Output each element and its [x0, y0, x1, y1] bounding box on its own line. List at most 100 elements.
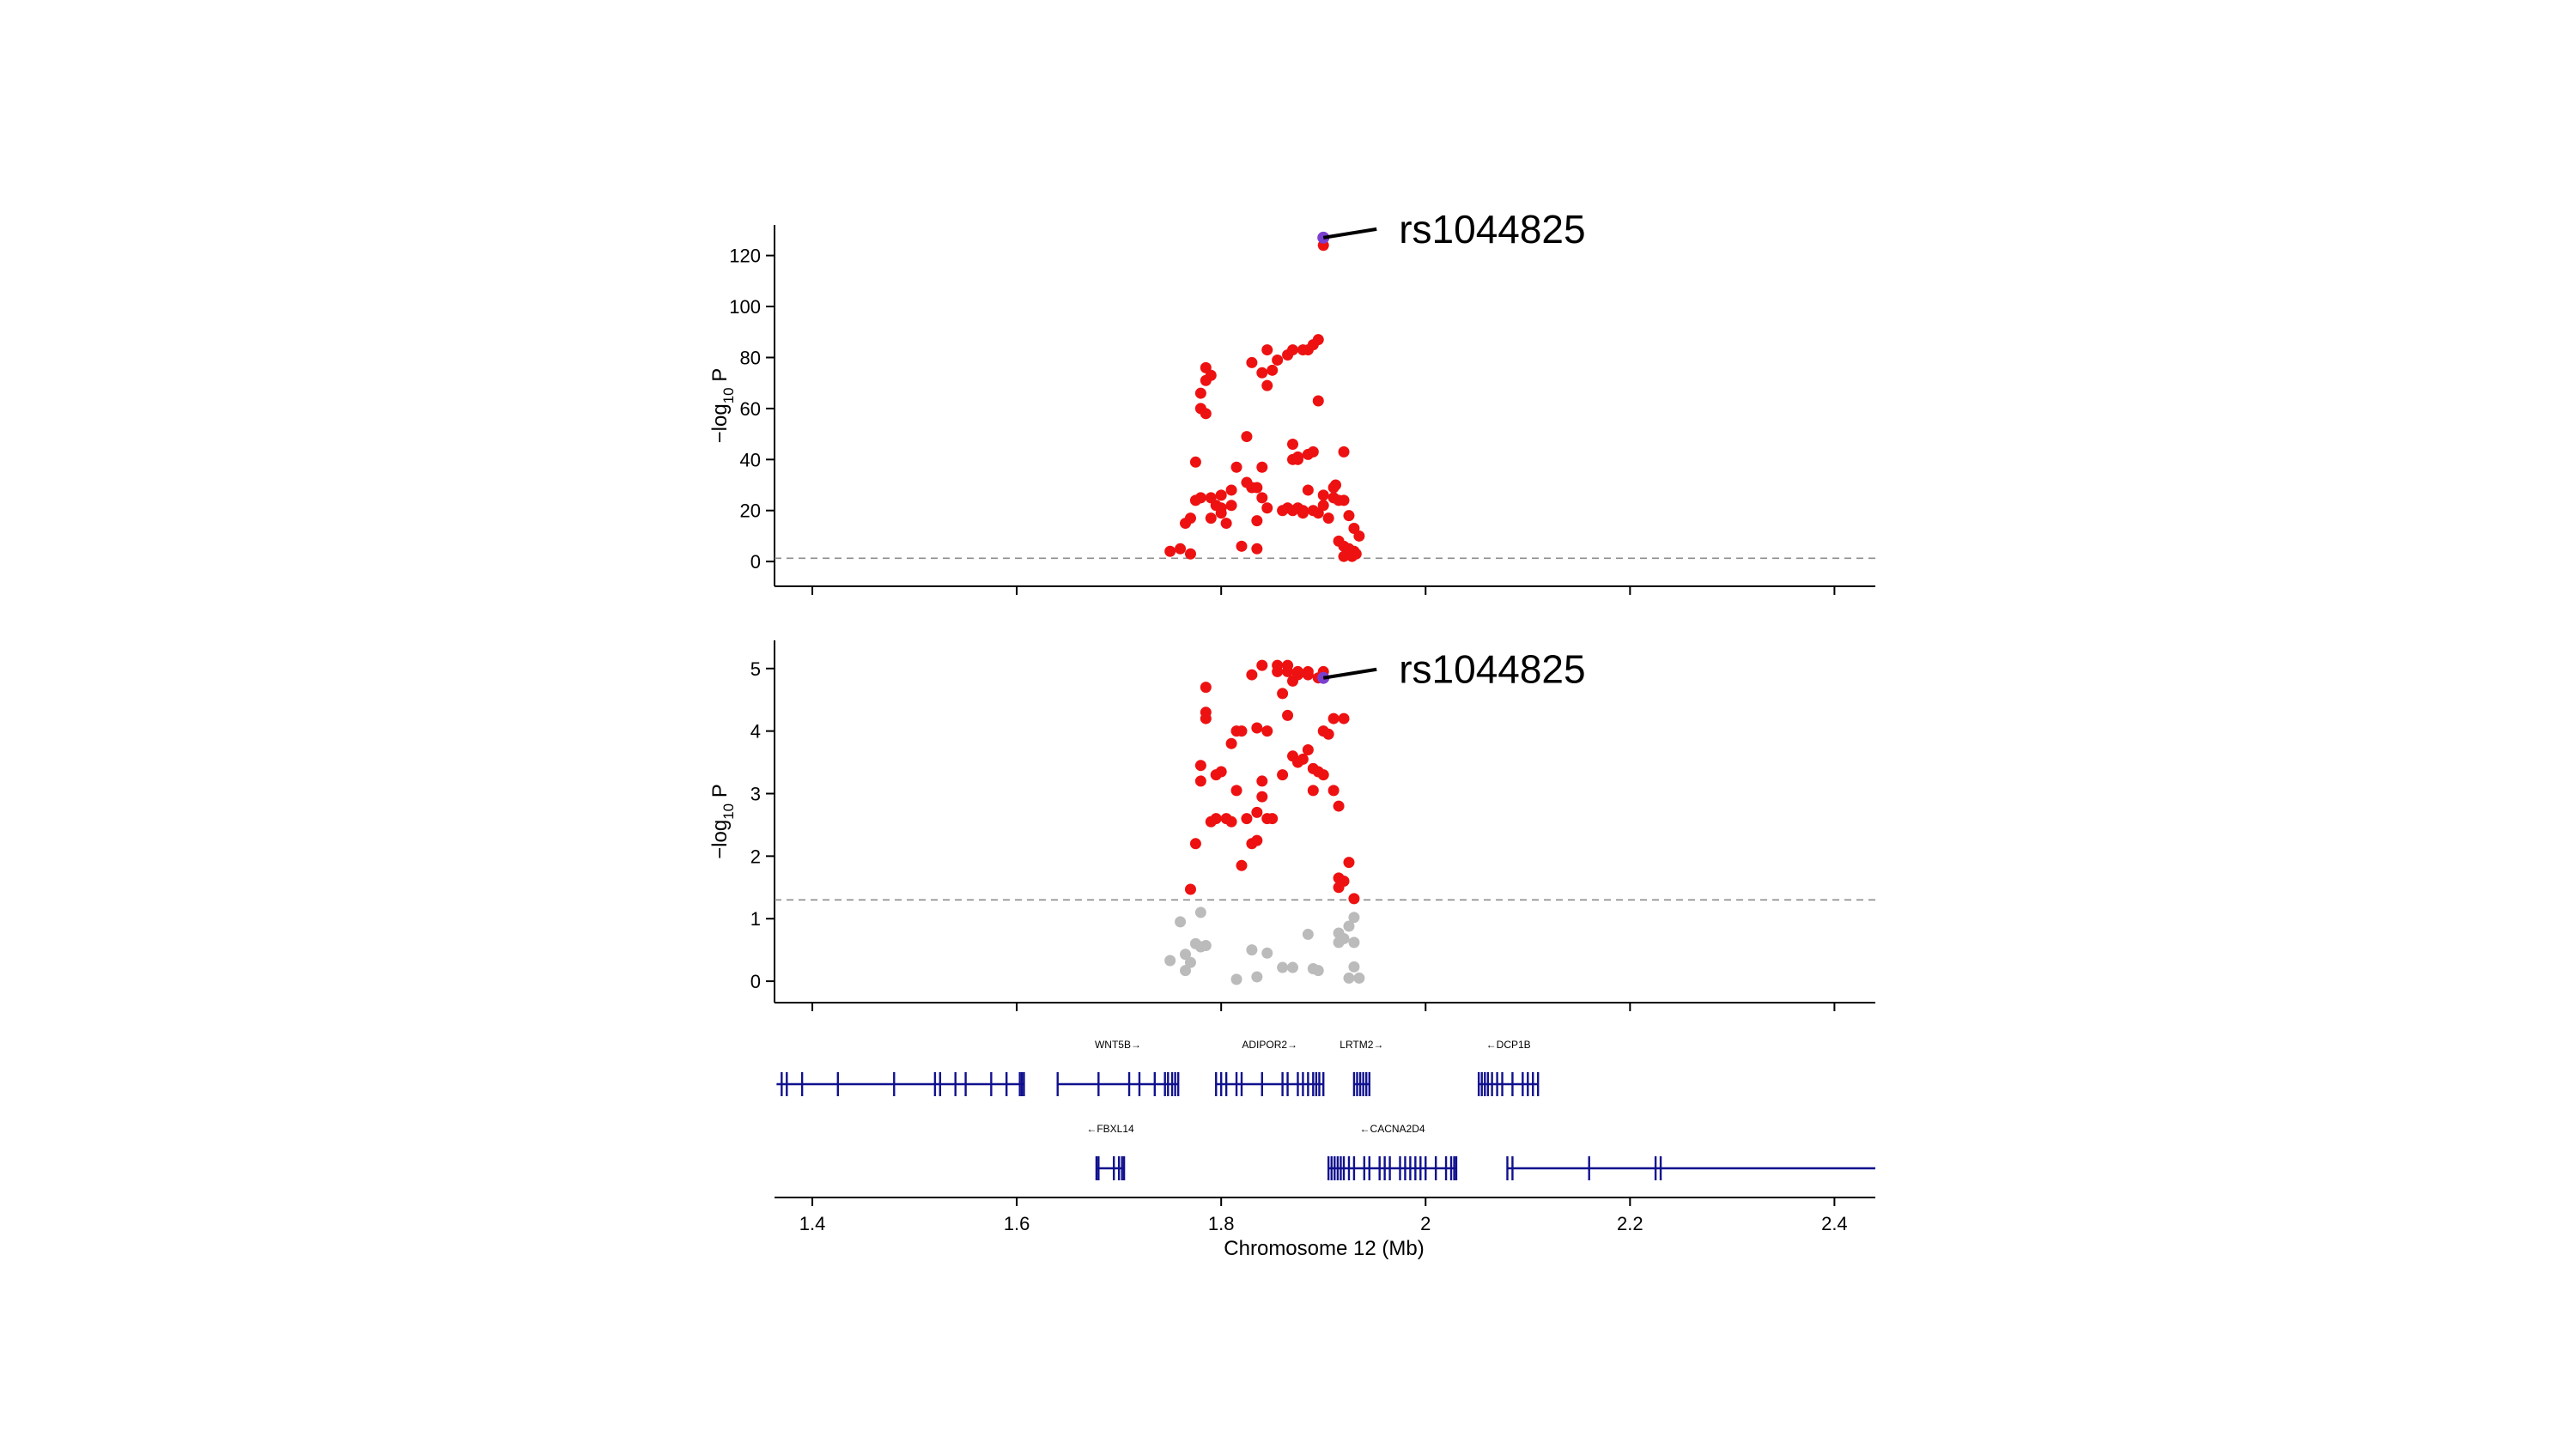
y-tick-label: 4 [750, 721, 761, 743]
snp-point [1327, 785, 1340, 797]
snp-point [1175, 543, 1187, 555]
snp-point [1241, 431, 1253, 443]
snp-point [1230, 973, 1242, 985]
snp-point [1246, 356, 1258, 368]
x-tick-label: 1.4 [799, 1213, 826, 1234]
snp-point [1225, 737, 1237, 749]
snp-point [1200, 682, 1212, 694]
y-axis-title: −log10 P [708, 368, 737, 444]
snp-point [1291, 665, 1303, 677]
snp-point [1189, 456, 1201, 468]
snp-point [1251, 971, 1263, 983]
snp-point [1164, 545, 1176, 557]
snp-point [1215, 766, 1227, 778]
y-tick-label: 60 [740, 398, 761, 420]
x-tick-label: 1.8 [1208, 1213, 1235, 1234]
snp-point [1215, 489, 1227, 501]
gene: LRTM2→ [1340, 1039, 1383, 1096]
snp-point [1297, 753, 1309, 765]
snp-point [1312, 965, 1324, 977]
snp-point [1317, 489, 1329, 501]
snp-point [1256, 461, 1268, 473]
gene: ←FBXL14 [1086, 1123, 1134, 1180]
snp-point [1261, 344, 1273, 356]
snp-point [1256, 791, 1268, 803]
snp-point [1343, 857, 1355, 869]
snp-point [1302, 665, 1314, 677]
snp-point [1184, 512, 1196, 524]
gene [1506, 1156, 1875, 1180]
snp-point [1282, 659, 1294, 671]
top-panel: 0 20 40 60 80 100 120 −log10 P rs1044825 [708, 207, 1875, 595]
snp-point [1200, 408, 1212, 420]
snp-point [1251, 806, 1263, 818]
snp-point [1261, 379, 1273, 391]
snp-point [1251, 722, 1263, 734]
gene-label: LRTM2→ [1340, 1039, 1383, 1051]
snp-point [1251, 482, 1263, 494]
snp-point [1189, 838, 1201, 850]
snp-point [1256, 492, 1268, 504]
y-tick-label: 0 [750, 551, 761, 573]
snp-point [1312, 395, 1324, 407]
snp-point [1220, 518, 1232, 530]
snp-point [1194, 387, 1206, 399]
snp-point [1343, 972, 1355, 984]
y-tick-label: 5 [750, 658, 761, 680]
snp-point [1307, 785, 1319, 797]
snp-point [1353, 530, 1365, 542]
snp-point [1241, 813, 1253, 825]
snp-point [1194, 760, 1206, 772]
snp-point [1184, 548, 1196, 560]
snp-point [1175, 916, 1187, 928]
snp-point [1261, 947, 1273, 959]
gene-label: ←DCP1B [1486, 1039, 1531, 1051]
snp-point [1184, 883, 1196, 895]
snp-point [1200, 361, 1212, 373]
gene: ADIPOR2→ [1215, 1039, 1325, 1096]
y-tick-label: 2 [750, 846, 761, 867]
snp-point [1251, 543, 1263, 555]
snp-point [1333, 882, 1345, 894]
snp-point [1200, 712, 1212, 724]
snp-point [1338, 933, 1350, 945]
snp-point [1287, 438, 1299, 450]
gene-track: WNT5B→ ADIPOR2→ LRTM2→ ←DCP1B ←FBXL14 ←CACNA2… [776, 1039, 1875, 1180]
y-tick-label: 0 [750, 971, 761, 992]
y-tick-label: 20 [740, 500, 761, 522]
snp-point [1225, 815, 1237, 828]
snp-point [1297, 344, 1309, 356]
snp-point [1333, 800, 1345, 812]
lead-snp-pointer [1322, 667, 1377, 680]
snp-point [1256, 659, 1268, 671]
gene: ←CACNA2D4 [1327, 1123, 1458, 1180]
snp-point [1327, 712, 1340, 724]
snp-point [1251, 515, 1263, 527]
snp-point [1256, 367, 1268, 379]
snp-point [1246, 944, 1258, 956]
snp-point [1317, 769, 1329, 781]
snp-point [1350, 548, 1362, 560]
snp-point [1205, 512, 1217, 524]
snp-point [1277, 688, 1289, 700]
snp-point [1287, 961, 1299, 973]
snp-point [1287, 344, 1299, 356]
snp-point [1261, 725, 1273, 737]
snp-point [1194, 492, 1206, 504]
snp-point [1353, 972, 1365, 984]
snp-point [1272, 354, 1284, 366]
snp-point [1302, 484, 1314, 496]
y-tick-label: 120 [729, 246, 761, 267]
snp-point [1277, 769, 1289, 781]
x-tick-label: 2.4 [1821, 1213, 1848, 1234]
y-tick-label: 3 [750, 784, 761, 805]
gene-label: ←CACNA2D4 [1360, 1123, 1425, 1135]
snp-point [1322, 728, 1334, 740]
y-tick-label: 100 [729, 296, 761, 318]
snp-point [1236, 725, 1248, 737]
gene-label: ADIPOR2→ [1242, 1039, 1297, 1051]
gene-label: WNT5B→ [1095, 1039, 1141, 1051]
snp-point [1251, 834, 1263, 846]
gene [776, 1072, 1025, 1096]
snp-point [1210, 500, 1222, 512]
